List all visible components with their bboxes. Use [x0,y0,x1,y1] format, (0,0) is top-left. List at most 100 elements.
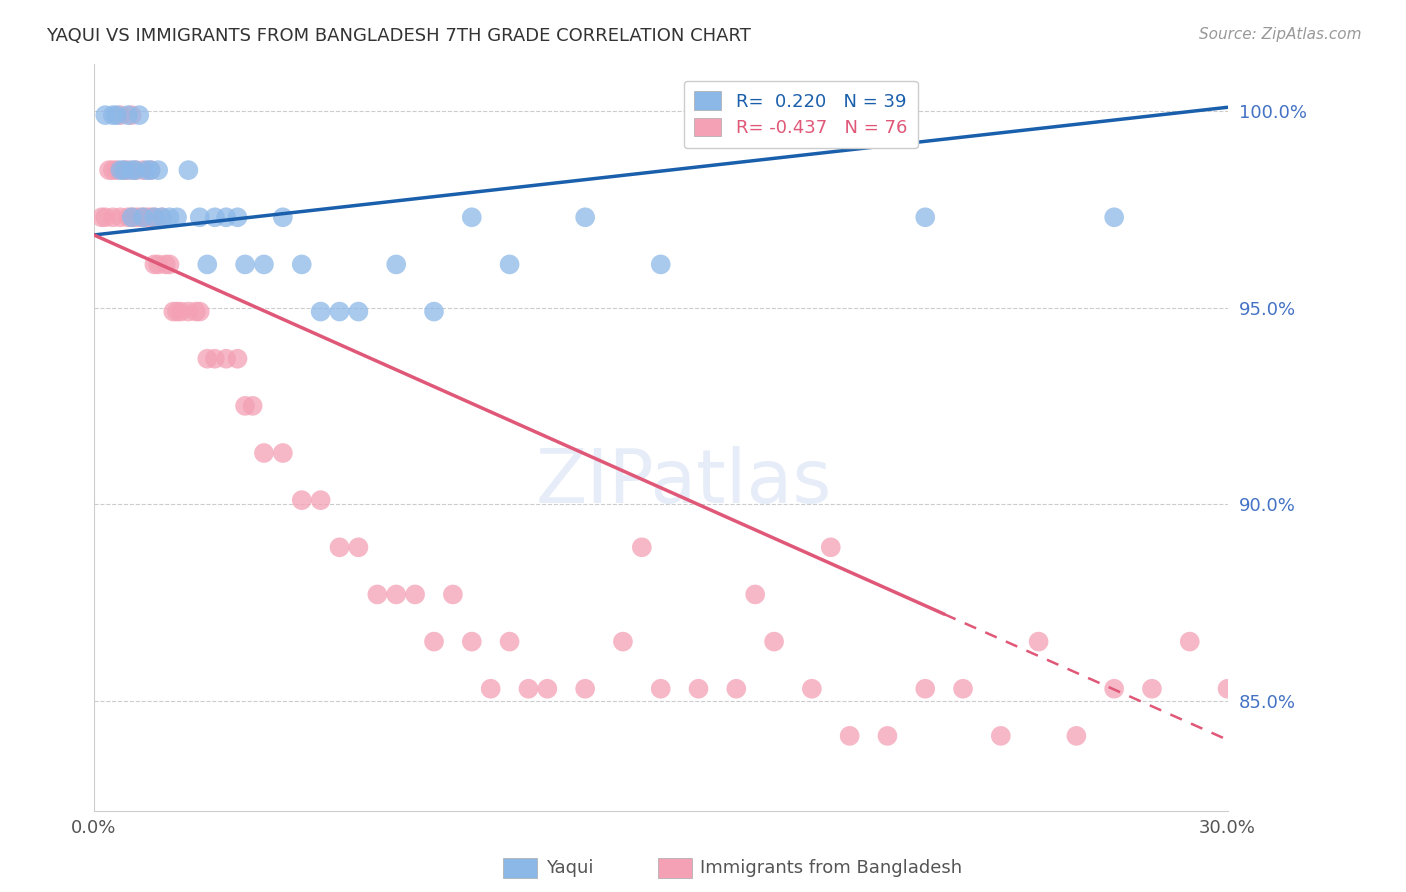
Point [347,304,370,318]
Point [800,681,823,696]
Point [143,211,166,225]
Point [423,634,446,648]
Point [309,304,332,318]
Point [347,541,370,555]
Point [461,211,484,225]
Point [536,681,558,696]
Point [105,108,128,122]
Point [404,587,426,601]
Point [574,211,596,225]
Point [105,163,128,178]
Point [121,108,143,122]
Point [124,163,146,178]
Point [121,211,143,225]
Point [1178,634,1201,648]
Point [162,304,184,318]
Point [112,163,135,178]
Point [188,304,211,318]
Point [226,351,249,366]
Point [1140,681,1163,696]
Point [135,211,157,225]
Point [1102,681,1125,696]
Point [242,399,264,413]
Point [150,211,173,225]
Point [744,587,766,601]
Point [132,211,155,225]
Point [479,681,502,696]
Point [461,634,484,648]
Point [630,541,652,555]
Point [124,211,146,225]
Point [117,108,139,122]
Point [121,163,143,178]
Point [328,304,350,318]
Point [132,211,155,225]
Point [146,163,169,178]
Point [253,257,276,271]
Point [128,211,150,225]
Point [132,163,155,178]
Point [366,587,388,601]
Point [990,729,1012,743]
Point [128,108,150,122]
Point [177,304,200,318]
Point [90,211,112,225]
Point [291,257,314,271]
Point [820,541,842,555]
Point [110,108,132,122]
Point [124,163,146,178]
Point [1216,681,1239,696]
Point [215,211,238,225]
Point [271,446,294,460]
Point [101,211,124,225]
Text: Source: ZipAtlas.com: Source: ZipAtlas.com [1198,27,1361,42]
Point [166,211,188,225]
Point [166,304,188,318]
Point [117,211,139,225]
Point [135,163,157,178]
Point [914,681,936,696]
Point [98,163,121,178]
Point [271,211,294,225]
Point [876,729,898,743]
Point [838,729,860,743]
Point [1066,729,1088,743]
Text: YAQUI VS IMMIGRANTS FROM BANGLADESH 7TH GRADE CORRELATION CHART: YAQUI VS IMMIGRANTS FROM BANGLADESH 7TH … [46,27,751,45]
Point [385,587,408,601]
Point [498,257,520,271]
Point [226,211,249,225]
Point [177,163,200,178]
Point [423,304,446,318]
Point [650,681,672,696]
Point [184,304,207,318]
Point [143,257,166,271]
Point [1028,634,1050,648]
Point [110,163,132,178]
Point [517,681,540,696]
Point [143,211,166,225]
Point [146,257,169,271]
Point [195,257,218,271]
Point [139,211,162,225]
Point [101,163,124,178]
Point [498,634,520,648]
Text: Immigrants from Bangladesh: Immigrants from Bangladesh [700,859,962,877]
Point [309,493,332,508]
Point [725,681,748,696]
Point [159,257,181,271]
Point [139,163,162,178]
Point [121,211,143,225]
Point [188,211,211,225]
Point [763,634,786,648]
Point [155,257,177,271]
Point [385,257,408,271]
Legend: R=  0.220   N = 39, R= -0.437   N = 76: R= 0.220 N = 39, R= -0.437 N = 76 [683,80,918,148]
Point [204,351,226,366]
Point [253,446,276,460]
Point [233,257,256,271]
Point [291,493,314,508]
Point [574,681,596,696]
Point [215,351,238,366]
Point [952,681,974,696]
Point [233,399,256,413]
